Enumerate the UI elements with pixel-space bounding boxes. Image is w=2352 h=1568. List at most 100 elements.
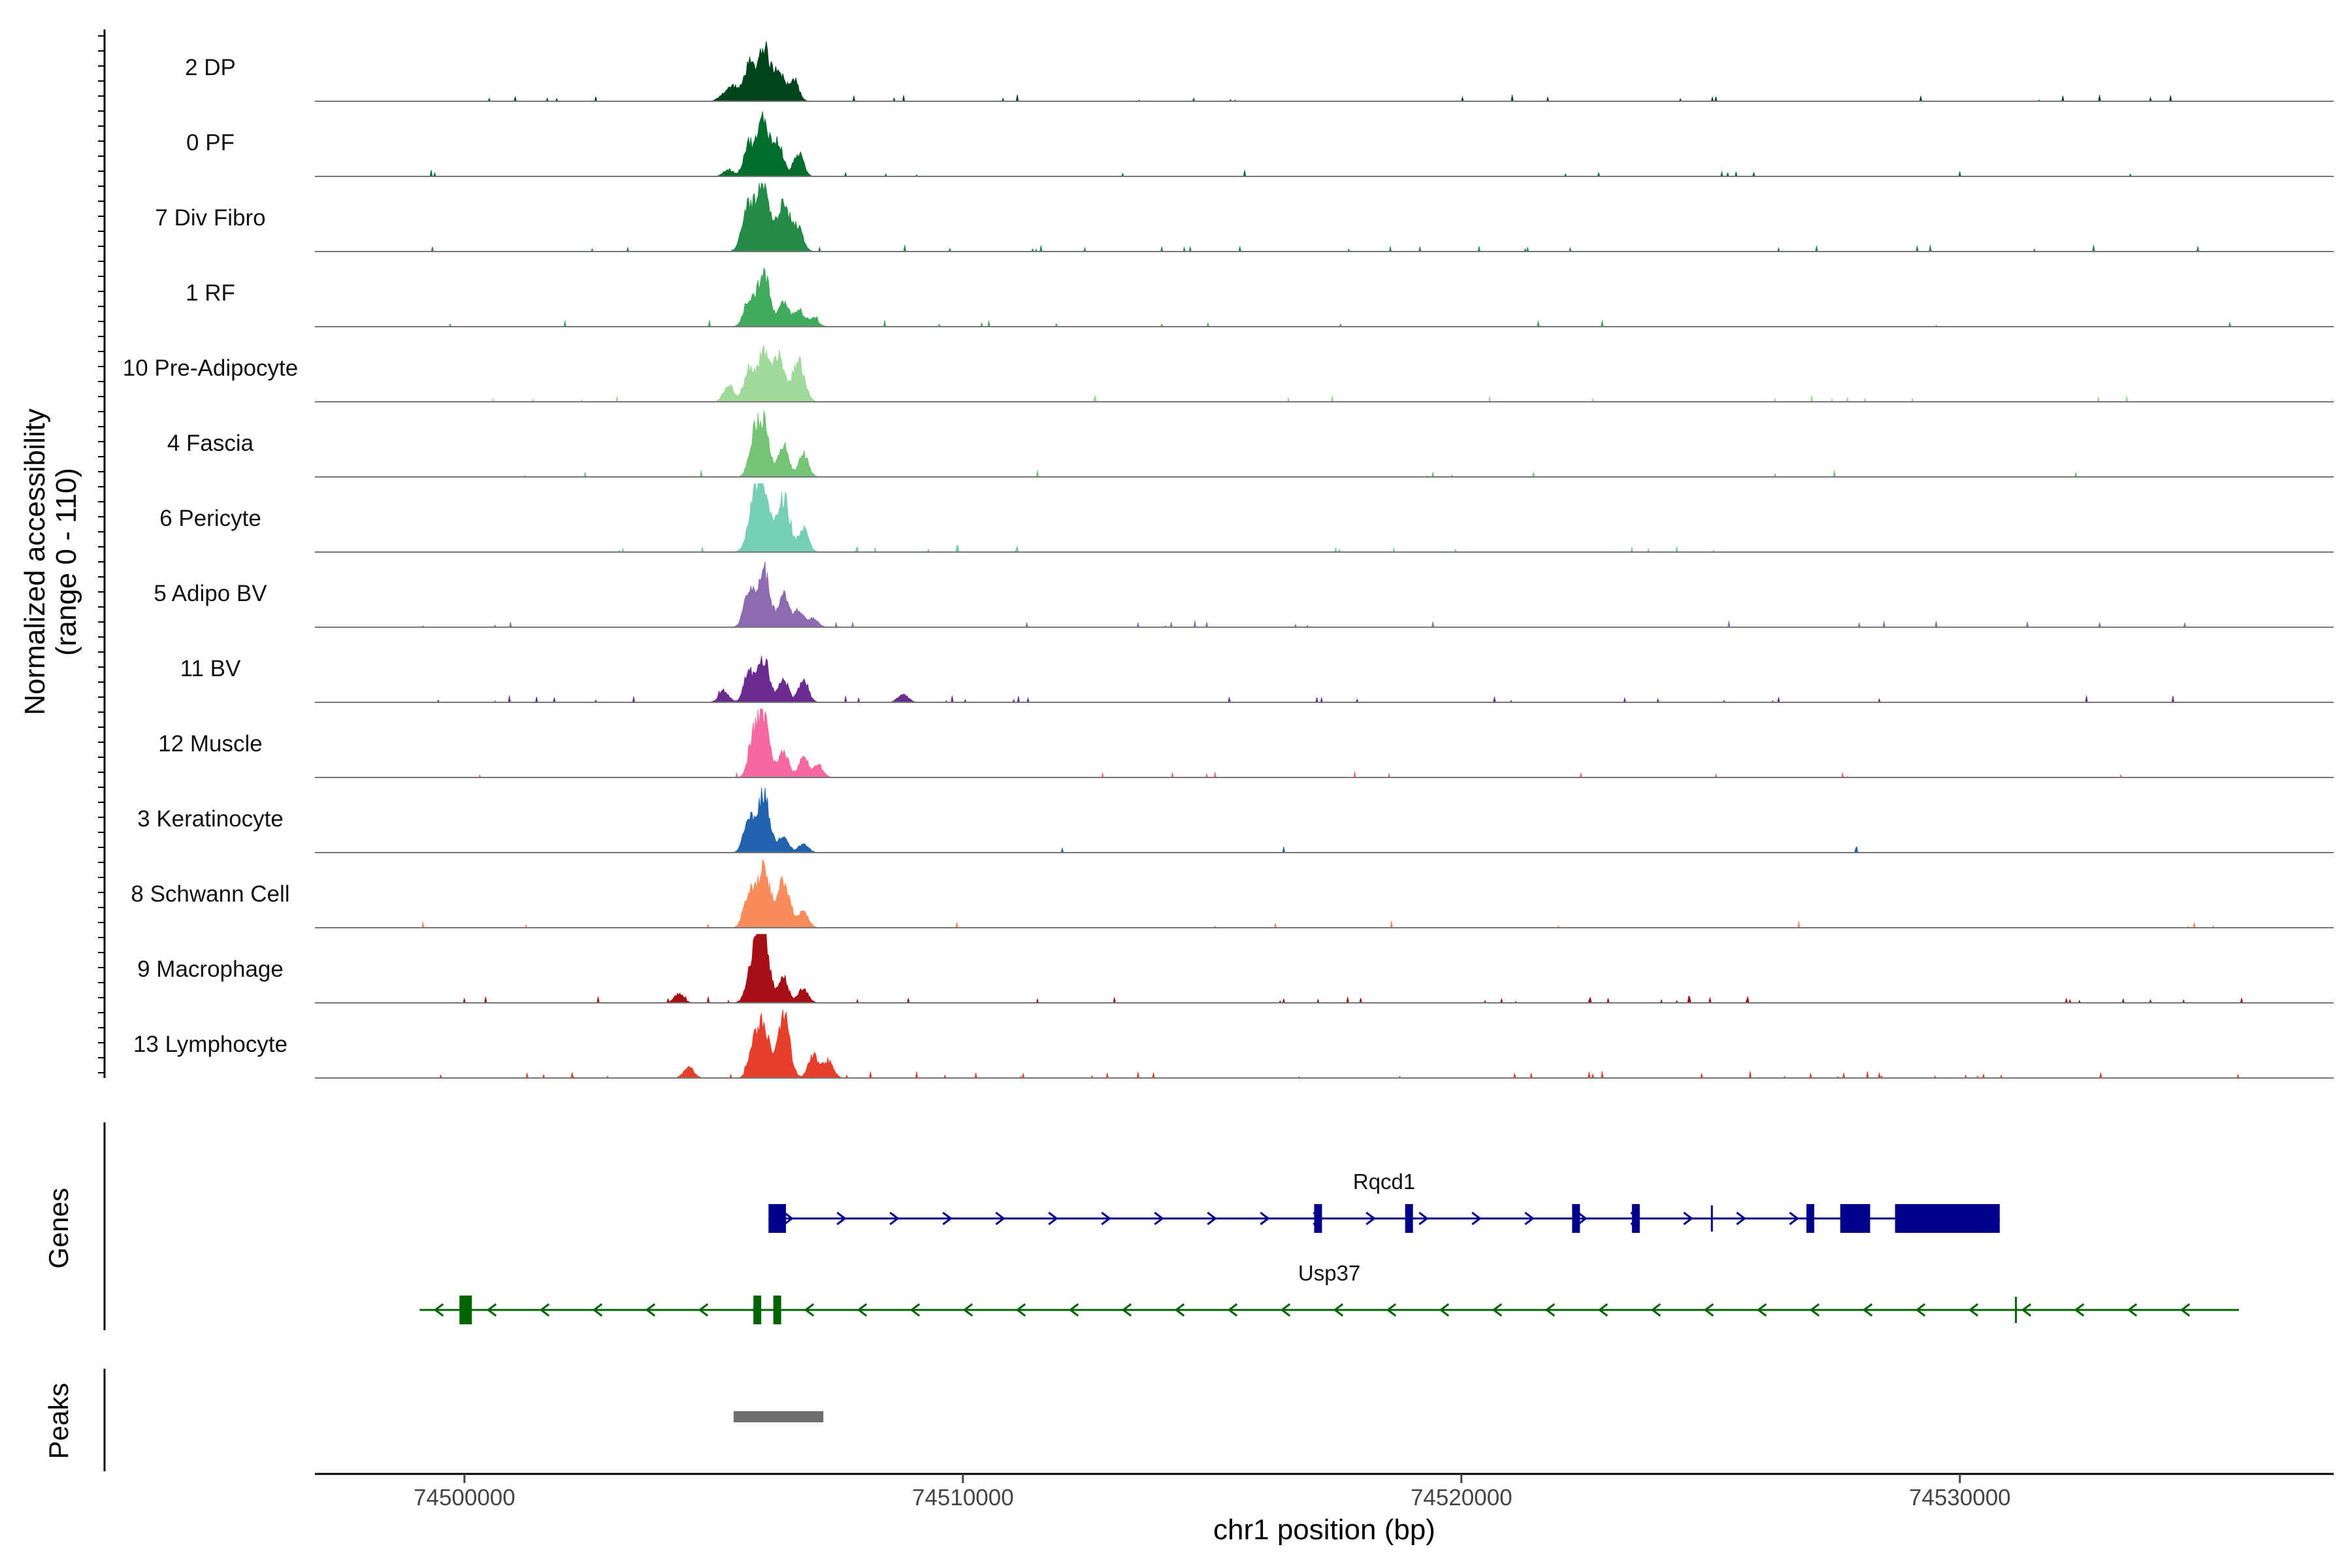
coverage-area-11-bv (414, 655, 2244, 703)
strand-arrow (1736, 1211, 1746, 1226)
coverage-tracks: 2 DP 0 PF 7 Div Fibro 1 RF 10 Pre-Adipocyte 4… (123, 41, 2334, 1079)
strand-arrow (1207, 1211, 1217, 1226)
strand-arrow (2180, 1303, 2191, 1317)
strand-arrow (1492, 1303, 1503, 1317)
x-tick-label: 74530000 (1909, 1485, 2011, 1511)
strand-arrow (2127, 1303, 2138, 1317)
track-0-pf: 0 PF (186, 111, 2334, 177)
coverage-area-8-schwann-cell (414, 858, 2244, 928)
track-2-dp: 2 DP (185, 41, 2334, 102)
coverage-area-4-fascia (414, 410, 2244, 478)
strand-arrow (804, 1303, 815, 1317)
strand-arrow (698, 1303, 709, 1317)
exon (1710, 1205, 1713, 1232)
strand-arrow (2021, 1303, 2032, 1317)
exon (2015, 1297, 2017, 1323)
track-10-pre-adipocyte: 10 Pre-Adipocyte (123, 344, 2334, 402)
strand-arrow (433, 1303, 444, 1317)
strand-arrow (1386, 1303, 1397, 1317)
strand-arrow (1597, 1303, 1609, 1317)
strand-arrow (857, 1303, 868, 1317)
strand-arrow (1968, 1303, 1979, 1317)
gene-label-usp37: Usp37 (1298, 1261, 1360, 1285)
strand-arrow (1101, 1211, 1111, 1226)
track-label-0-pf: 0 PF (186, 130, 235, 155)
strand-arrow (942, 1211, 953, 1226)
y-axis-title-line2: (range 0 - 110) (50, 468, 82, 656)
coverage-area-7-div-fibro (414, 182, 2244, 253)
track-9-macrophage: 9 Macrophage (137, 934, 2334, 1004)
coverage-y-axis (98, 29, 106, 1078)
track-label-10-pre-adipocyte: 10 Pre-Adipocyte (123, 355, 298, 381)
strand-arrow (486, 1303, 497, 1317)
strand-arrow (1227, 1303, 1238, 1317)
coverage-area-5-adipo-bv (414, 561, 2244, 628)
strand-arrow (1809, 1303, 1820, 1317)
gene-rqcd1: Rqcd1 (768, 1169, 2000, 1233)
x-axis-title: chr1 position (bp) (1213, 1514, 1435, 1546)
strand-arrow (1121, 1303, 1132, 1317)
exon (1806, 1204, 1814, 1233)
strand-arrow (1862, 1303, 1873, 1317)
strand-arrow (995, 1211, 1005, 1226)
strand-arrow (2074, 1303, 2085, 1317)
track-label-2-dp: 2 DP (185, 55, 236, 80)
exon (1631, 1204, 1640, 1233)
peaks-panel: Peaks (43, 1369, 824, 1471)
strand-arrow (1544, 1303, 1556, 1317)
exon (459, 1296, 472, 1324)
track-label-1-rf: 1 RF (186, 280, 235, 306)
strand-arrow (1048, 1211, 1058, 1226)
exon (1895, 1204, 2000, 1233)
peak-region (733, 1411, 824, 1422)
strand-arrow (1471, 1211, 1482, 1226)
strand-arrow (539, 1303, 550, 1317)
exon (1572, 1204, 1580, 1233)
track-8-schwann-cell: 8 Schwann Cell (131, 858, 2334, 928)
track-1-rf: 1 RF (186, 267, 2334, 327)
exon (1840, 1204, 1870, 1233)
strand-arrow (1333, 1303, 1344, 1317)
genes-panel-label: Genes (43, 1188, 74, 1269)
track-3-keratinocyte: 3 Keratinocyte (137, 787, 2334, 853)
exon (1314, 1204, 1322, 1233)
coverage-area-6-pericyte (414, 483, 2244, 553)
gene-label-rqcd1: Rqcd1 (1353, 1169, 1415, 1194)
y-axis-title-line1: Normalized accessibility (19, 408, 51, 715)
strand-arrow (783, 1211, 794, 1226)
strand-arrow (1260, 1211, 1270, 1226)
strand-arrow (1280, 1303, 1291, 1317)
x-tick-label: 74520000 (1411, 1485, 1512, 1511)
track-label-5-adipo-bv: 5 Adipo BV (154, 581, 267, 606)
coverage-area-10-pre-adipocyte (414, 344, 2244, 402)
strand-arrow (1154, 1211, 1164, 1226)
strand-arrow (836, 1211, 847, 1226)
gene-annotation-panel: Genes Rqcd1 Usp37 (43, 1122, 2240, 1330)
track-label-9-macrophage: 9 Macrophage (137, 956, 284, 982)
exon (1405, 1204, 1413, 1233)
strand-arrow (1577, 1211, 1588, 1226)
strand-arrow (1015, 1303, 1026, 1317)
track-label-11-bv: 11 BV (180, 656, 241, 681)
coverage-area-1-rf (414, 267, 2244, 327)
strand-arrow (889, 1211, 900, 1226)
track-13-lymphocyte: 13 Lymphocyte (133, 1009, 2334, 1079)
track-5-adipo-bv: 5 Adipo BV (154, 561, 2334, 628)
track-4-fascia: 4 Fascia (167, 410, 2334, 478)
track-7-div-fibro: 7 Div Fibro (155, 182, 2334, 253)
strand-arrow (645, 1303, 656, 1317)
track-label-7-div-fibro: 7 Div Fibro (155, 205, 265, 231)
gene-usp37: Usp37 (419, 1261, 2240, 1324)
strand-arrow (1418, 1211, 1429, 1226)
coverage-area-3-keratinocyte (414, 787, 2244, 853)
strand-arrow (1650, 1303, 1661, 1317)
strand-arrow (909, 1303, 921, 1317)
track-label-13-lymphocyte: 13 Lymphocyte (133, 1032, 287, 1057)
exon (753, 1296, 762, 1324)
x-tick-label: 74510000 (912, 1485, 1014, 1511)
coverage-area-2-dp (414, 41, 2244, 102)
strand-arrow (1068, 1303, 1079, 1317)
track-label-4-fascia: 4 Fascia (167, 431, 254, 456)
coverage-area-12-muscle (414, 708, 2244, 778)
